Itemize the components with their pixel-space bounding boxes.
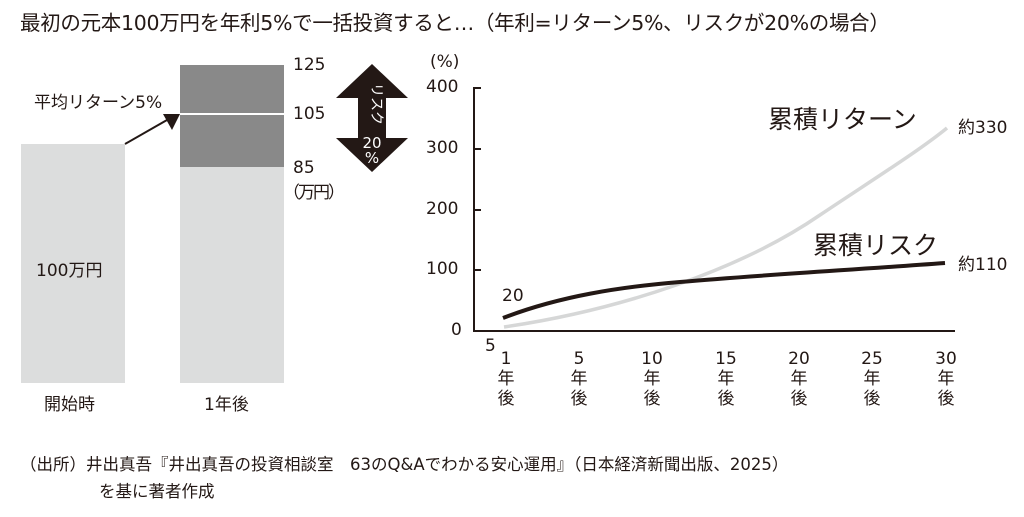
return-start-label: 5 [485,336,496,356]
series-label-return: 累積リターン [768,105,917,134]
unit-label: （万円） [283,183,345,203]
chart-title: 最初の元本100万円を年利5%で一括投資すると…（年利=リターン5%、リスクが2… [20,11,890,35]
x-tick: 20 年後 [788,349,810,409]
end-label-risk: 約110 [958,255,1008,275]
bar-start [21,144,125,383]
average-return-annotation: 平均リターン5% [34,93,163,113]
x-tick: 25 年後 [861,349,883,409]
tick-105: 105 [293,104,326,124]
bar-start-category-label: 開始時 [44,395,95,415]
bar-1y-base [180,167,284,383]
y-tick-400: 400 [426,77,459,97]
y-tick-200: 200 [426,199,459,219]
risk-arrow-text-1: リスク [368,83,384,125]
x-tick: 30 年後 [935,349,957,409]
y-tick-300: 300 [426,138,459,158]
risk-start-label: 20 [502,286,524,306]
risk-arrow-text-2: 20 [362,134,381,152]
bar-start-value-label: 100万円 [36,261,103,281]
annotation-arrow-icon [124,114,180,145]
series-cumulative-risk [502,261,946,320]
risk-double-arrow-icon: リスク 20 % [336,64,408,172]
end-label-return: 約330 [958,118,1008,138]
y-tick-100: 100 [426,259,459,279]
x-tick: 15 年後 [715,349,737,409]
risk-arrow-text-3: % [365,149,379,167]
tick-125: 125 [293,55,326,75]
tick-85: 85 [293,158,315,178]
source-note: （出所）井出真吾『井出真吾の投資相談室 63のQ&Aでわかる安心運用』（日本経済… [20,455,789,474]
series-cumulative-return [503,126,949,329]
source-note-line2: を基に著者作成 [99,482,215,501]
bar-1y-category-label: 1年後 [204,395,249,415]
y-tick-0: 0 [451,320,462,340]
bar-1y-risk-range [180,65,284,167]
series-label-risk: 累積リスク [813,231,939,260]
bar-1y-expected-line [180,113,284,115]
y-axis-unit: (%) [430,52,460,72]
x-tick: 10 年後 [641,349,663,409]
